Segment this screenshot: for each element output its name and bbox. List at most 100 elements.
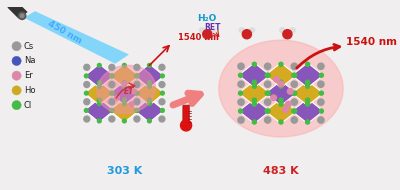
Text: ET: ET [124, 87, 134, 96]
Circle shape [306, 84, 310, 88]
Circle shape [109, 64, 115, 70]
Circle shape [306, 98, 310, 102]
Circle shape [148, 102, 151, 106]
Circle shape [199, 27, 205, 33]
Circle shape [306, 120, 310, 124]
Circle shape [148, 85, 151, 88]
Circle shape [306, 80, 310, 84]
Polygon shape [239, 99, 270, 124]
Circle shape [122, 85, 126, 88]
Circle shape [293, 109, 297, 113]
Circle shape [210, 27, 215, 33]
Circle shape [266, 91, 270, 95]
Circle shape [319, 73, 324, 77]
Circle shape [136, 91, 139, 95]
Circle shape [274, 77, 279, 82]
Circle shape [134, 108, 138, 112]
Circle shape [159, 64, 165, 70]
Polygon shape [110, 98, 139, 122]
Circle shape [264, 81, 271, 87]
Text: Ho: Ho [24, 86, 36, 95]
Circle shape [319, 109, 324, 113]
Circle shape [109, 82, 115, 87]
Polygon shape [24, 11, 129, 64]
Circle shape [252, 98, 256, 102]
Circle shape [283, 107, 288, 112]
Text: RET: RET [204, 23, 221, 32]
Circle shape [287, 89, 293, 94]
Circle shape [279, 120, 283, 124]
Circle shape [148, 119, 151, 123]
Circle shape [252, 120, 256, 124]
Circle shape [148, 63, 151, 67]
Circle shape [97, 81, 101, 85]
Circle shape [122, 102, 126, 106]
Circle shape [97, 98, 101, 102]
Circle shape [292, 91, 296, 95]
Circle shape [12, 86, 21, 95]
Circle shape [293, 91, 297, 95]
Circle shape [160, 108, 164, 112]
Circle shape [84, 64, 90, 70]
Circle shape [84, 82, 90, 87]
Circle shape [306, 62, 310, 66]
Circle shape [264, 117, 271, 123]
Polygon shape [292, 99, 323, 124]
Circle shape [134, 64, 140, 70]
Circle shape [134, 82, 140, 87]
Circle shape [148, 98, 151, 102]
Circle shape [110, 108, 113, 112]
Circle shape [239, 27, 244, 33]
Polygon shape [292, 63, 323, 88]
Ellipse shape [219, 40, 343, 137]
Circle shape [20, 14, 24, 18]
Circle shape [291, 117, 298, 123]
Circle shape [242, 30, 252, 39]
Circle shape [122, 81, 126, 85]
Polygon shape [84, 81, 114, 105]
Circle shape [278, 81, 284, 87]
Circle shape [134, 99, 140, 105]
Text: 1540 nm: 1540 nm [178, 33, 219, 42]
Circle shape [279, 102, 283, 106]
Polygon shape [84, 64, 114, 88]
Circle shape [160, 74, 164, 78]
Circle shape [84, 91, 88, 95]
Polygon shape [135, 98, 164, 122]
Text: Er: Er [24, 71, 33, 80]
Polygon shape [239, 63, 270, 88]
Circle shape [264, 99, 271, 105]
Circle shape [264, 63, 271, 69]
Circle shape [238, 99, 244, 105]
Circle shape [279, 98, 283, 102]
Text: Na: Na [24, 56, 36, 65]
Circle shape [129, 102, 134, 107]
Text: 450 nm: 450 nm [46, 19, 83, 46]
Circle shape [238, 73, 242, 77]
Circle shape [266, 73, 270, 77]
Polygon shape [265, 63, 297, 88]
FancyBboxPatch shape [183, 105, 189, 125]
Circle shape [265, 109, 269, 113]
Polygon shape [110, 81, 139, 105]
Text: H₂O: H₂O [198, 14, 217, 23]
Circle shape [12, 71, 21, 80]
Circle shape [122, 119, 126, 123]
Circle shape [97, 119, 101, 123]
Polygon shape [84, 98, 114, 122]
Circle shape [134, 74, 138, 78]
Circle shape [279, 27, 285, 33]
Circle shape [290, 27, 296, 33]
Circle shape [12, 101, 21, 110]
Circle shape [84, 99, 90, 105]
Text: 303 K: 303 K [107, 165, 142, 176]
Circle shape [203, 30, 212, 39]
Polygon shape [265, 81, 297, 106]
Circle shape [252, 62, 256, 66]
Circle shape [97, 102, 101, 106]
Circle shape [279, 84, 283, 88]
Circle shape [292, 109, 296, 113]
Circle shape [306, 102, 310, 106]
Polygon shape [265, 99, 297, 124]
Circle shape [265, 91, 269, 95]
